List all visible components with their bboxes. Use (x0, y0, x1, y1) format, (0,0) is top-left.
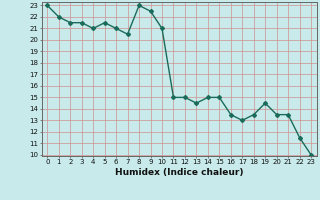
X-axis label: Humidex (Indice chaleur): Humidex (Indice chaleur) (115, 168, 244, 177)
